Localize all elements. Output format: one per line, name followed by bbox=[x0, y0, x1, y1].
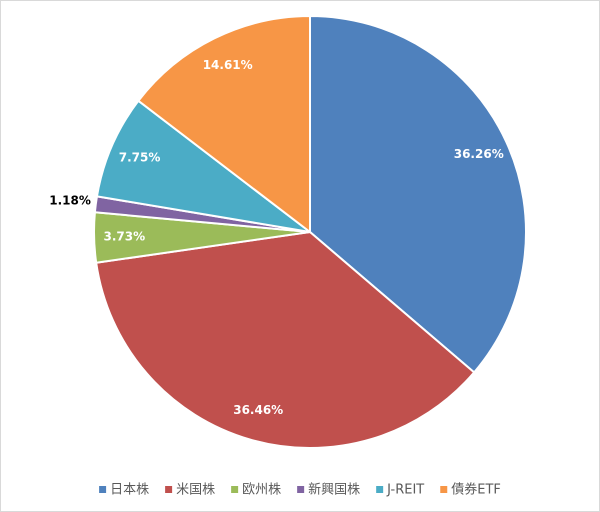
legend-swatch bbox=[440, 486, 448, 493]
data-label: 36.26% bbox=[454, 147, 504, 161]
legend-label: 新興国株 bbox=[308, 482, 360, 498]
data-label: 3.73% bbox=[103, 229, 145, 243]
legend-swatch bbox=[99, 486, 107, 493]
legend: 日本株 米国株 欧州株 新興国株 J-REIT 債券ETF bbox=[99, 482, 501, 498]
legend-label: 欧州株 bbox=[242, 483, 281, 498]
legend-label: 債券ETF bbox=[451, 482, 501, 498]
legend-swatch bbox=[231, 486, 239, 493]
pie-slice bbox=[309, 14, 527, 374]
pie-slice bbox=[95, 99, 311, 233]
legend-swatch bbox=[376, 486, 384, 493]
legend-label: J-REIT bbox=[386, 483, 424, 498]
legend-label: 米国株 bbox=[176, 483, 215, 498]
data-label: 36.46% bbox=[233, 403, 283, 417]
data-label: 1.18% bbox=[49, 193, 91, 207]
data-label: 7.75% bbox=[119, 151, 161, 165]
pie: 36.26% 36.46% 3.73% 1.18% 7.75% 14.61% bbox=[49, 14, 527, 449]
pie-slice bbox=[95, 230, 476, 449]
data-label: 14.61% bbox=[203, 58, 253, 72]
legend-label: 日本株 bbox=[110, 483, 149, 498]
legend-swatch bbox=[297, 486, 305, 493]
legend-swatch bbox=[165, 486, 173, 493]
pie-slice bbox=[137, 14, 311, 235]
